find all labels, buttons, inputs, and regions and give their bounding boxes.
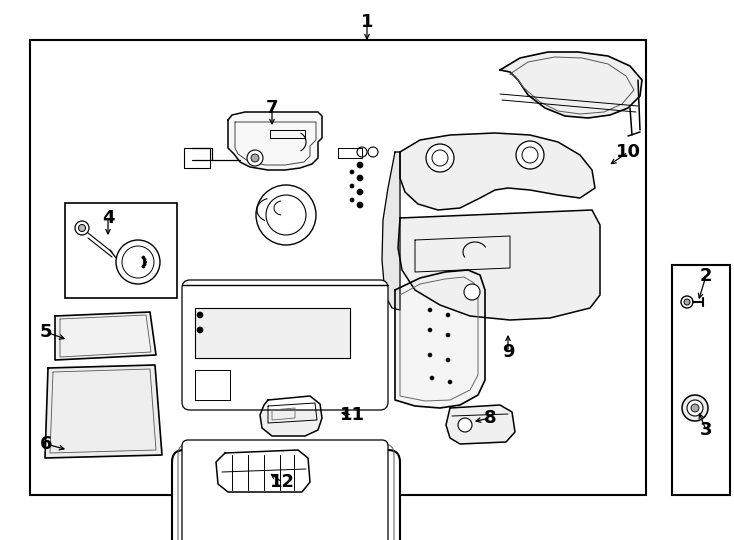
Text: 9: 9 [502,343,515,361]
Text: 5: 5 [40,323,52,341]
Bar [65,203,177,298]
Polygon shape [500,52,642,118]
Circle shape [684,299,690,305]
Text: 10: 10 [616,143,641,161]
Circle shape [458,418,472,432]
Polygon shape [382,152,400,310]
Circle shape [446,313,450,317]
Circle shape [357,175,363,181]
Circle shape [428,308,432,312]
Circle shape [446,333,450,337]
Circle shape [143,258,146,261]
Circle shape [368,147,378,157]
Circle shape [251,154,259,162]
Circle shape [428,328,432,332]
Circle shape [428,353,432,357]
Polygon shape [195,308,350,358]
Circle shape [197,312,203,318]
Circle shape [446,358,450,362]
Circle shape [430,376,434,380]
Circle shape [357,147,367,157]
Circle shape [75,221,89,235]
Polygon shape [395,270,485,408]
Polygon shape [228,112,322,170]
Polygon shape [216,450,310,492]
FancyBboxPatch shape [172,450,400,540]
Polygon shape [446,405,515,444]
Circle shape [687,400,703,416]
Circle shape [432,150,448,166]
Circle shape [350,184,354,188]
Circle shape [357,162,363,168]
Circle shape [266,195,306,235]
Circle shape [357,202,363,208]
Text: 6: 6 [40,435,52,453]
Circle shape [682,395,708,421]
Circle shape [516,141,544,169]
Bar [672,265,730,495]
Circle shape [522,147,538,163]
Circle shape [426,144,454,172]
Polygon shape [400,133,595,210]
Polygon shape [45,365,162,458]
Circle shape [122,246,154,278]
Circle shape [79,225,85,232]
Circle shape [247,150,263,166]
FancyBboxPatch shape [182,280,388,410]
Circle shape [116,240,160,284]
Circle shape [350,198,354,202]
Text: 12: 12 [269,473,294,491]
Bar [30,40,646,495]
Polygon shape [398,210,600,320]
Polygon shape [260,396,322,436]
Polygon shape [55,312,156,360]
Circle shape [350,170,354,174]
Text: 7: 7 [266,99,278,117]
Text: 8: 8 [484,409,496,427]
Circle shape [256,185,316,245]
Circle shape [681,296,693,308]
Circle shape [448,380,452,384]
Circle shape [464,284,480,300]
Text: 11: 11 [340,406,365,424]
Circle shape [197,327,203,333]
Circle shape [691,404,699,412]
Circle shape [143,263,146,266]
Circle shape [142,265,145,268]
Text: 2: 2 [700,267,712,285]
Circle shape [142,256,145,259]
Circle shape [144,260,147,264]
Text: 3: 3 [700,421,712,439]
Circle shape [357,189,363,195]
Text: 1: 1 [360,13,374,31]
Text: 4: 4 [102,209,115,227]
FancyBboxPatch shape [182,440,388,540]
